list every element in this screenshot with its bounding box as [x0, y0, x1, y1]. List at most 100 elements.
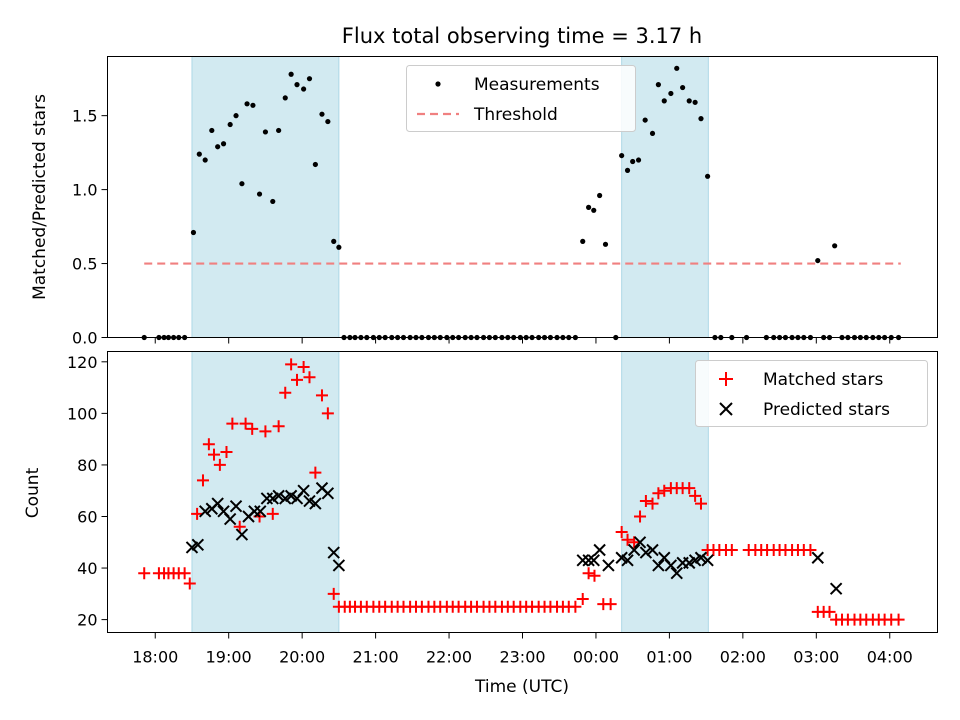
matched-star-point	[582, 567, 595, 580]
predicted-star-point	[321, 487, 335, 500]
top-y-tick-label: 0.0	[72, 329, 97, 348]
measurement-point	[602, 241, 609, 247]
matched-star-point	[823, 605, 836, 618]
matched-star-point	[652, 487, 665, 500]
matched-star-point	[208, 448, 221, 461]
matched-star-point	[321, 407, 334, 420]
measurement-point	[220, 141, 227, 147]
predicted-star-point	[260, 492, 274, 505]
measurement-point	[202, 157, 208, 163]
matched-star-point	[239, 417, 252, 430]
measurement-point	[294, 82, 300, 88]
matched-star-point	[646, 497, 659, 510]
matched-star-point	[246, 422, 259, 435]
matched-star-point	[634, 510, 647, 523]
x-tick-label: 01:00	[646, 648, 692, 667]
predicted-star-point	[332, 559, 346, 572]
matched-star-point	[202, 438, 215, 451]
matched-star-point	[266, 507, 279, 520]
legend-measurements-label: Measurements	[474, 75, 600, 95]
measurement-point	[686, 98, 692, 104]
predicted-star-point	[582, 554, 595, 567]
matched-star-point	[196, 474, 209, 487]
predicted-star-point	[602, 559, 615, 572]
top-legend: Measurements Threshold	[406, 65, 636, 132]
matched-star-point	[615, 525, 628, 538]
x-tick-label: 22:00	[426, 648, 472, 667]
matched-star-point	[725, 544, 738, 557]
top-y-axis-label: Matched/Predicted stars	[30, 94, 50, 300]
predicted-star-point	[593, 543, 606, 557]
x-tick-label: 19:00	[206, 648, 252, 667]
matched-star-point	[576, 592, 589, 605]
measurement-point	[306, 76, 313, 82]
matched-star-point	[226, 417, 239, 430]
measurement-point	[661, 98, 667, 104]
predicted-star-point	[701, 554, 714, 567]
measurement-point	[312, 161, 318, 168]
matched-star-point	[272, 420, 285, 433]
measurement-point	[815, 257, 821, 264]
measurement-point	[227, 121, 233, 128]
measurement-point	[591, 207, 597, 213]
measurement-point	[209, 127, 215, 134]
x-tick-label: 20:00	[279, 648, 325, 667]
measurement-point	[680, 84, 686, 91]
measurement-point	[319, 111, 325, 117]
x-tick-label: 02:00	[720, 648, 766, 667]
x-tick-label: 03:00	[793, 648, 839, 667]
measurement-point	[276, 127, 282, 134]
measurement-point	[642, 117, 648, 123]
measurement-point	[262, 129, 269, 135]
predicted-star-point	[272, 489, 285, 503]
x-tick-label: 23:00	[499, 648, 545, 667]
top-legend-box	[406, 65, 636, 132]
top-y-tick-label: 1.0	[72, 181, 97, 200]
measurement-point	[624, 167, 631, 173]
predicted-star-point	[694, 551, 708, 564]
measurement-point	[586, 204, 592, 210]
measurement-point	[674, 65, 680, 71]
measurement-point	[239, 181, 245, 187]
measurement-point	[832, 243, 838, 249]
bottom-legend-box	[695, 360, 928, 427]
measurement-point	[331, 238, 337, 244]
predicted-star-point	[191, 538, 205, 552]
measurement-point	[692, 99, 698, 105]
predicted-star-point	[811, 551, 824, 564]
bottom-legend: Matched stars Predicted stars	[695, 360, 928, 427]
bottom-y-tick-label: 100	[67, 404, 98, 423]
matched-star-point	[233, 520, 246, 533]
measurement-point	[635, 157, 642, 163]
matched-star-point	[183, 577, 196, 590]
top-y-tick-label: 1.5	[72, 107, 97, 126]
measurement-point	[698, 116, 704, 122]
measurement-point	[580, 238, 586, 244]
matched-star-point	[658, 484, 671, 497]
legend-matched-marker	[719, 372, 733, 386]
predicted-star-point	[639, 546, 653, 559]
bottom-y-tick-label: 20	[77, 611, 97, 630]
measurement-point	[630, 158, 636, 165]
predicted-star-point	[254, 505, 267, 518]
matched-star-point	[297, 360, 310, 373]
predicted-star-point	[211, 497, 224, 510]
measurement-point	[250, 102, 256, 108]
matched-star-point	[588, 569, 601, 582]
bottom-y-tick-label: 40	[77, 559, 97, 578]
measurement-point	[233, 113, 239, 119]
measurement-point	[336, 244, 342, 250]
legend-predicted-marker	[719, 402, 733, 416]
legend-predicted-label: Predicted stars	[763, 400, 890, 420]
bottom-y-tick-label: 80	[77, 456, 97, 475]
measurement-point	[196, 151, 202, 157]
matched-star-point	[315, 389, 328, 402]
matched-star-point	[327, 587, 340, 600]
x-tick-label: 04:00	[867, 648, 913, 667]
top-shaded-interval	[191, 56, 340, 338]
top-x-ticks	[154, 337, 891, 344]
predicted-star-point	[309, 497, 322, 510]
measurement-point	[597, 192, 603, 199]
bottom-shaded-intervals	[191, 351, 709, 633]
